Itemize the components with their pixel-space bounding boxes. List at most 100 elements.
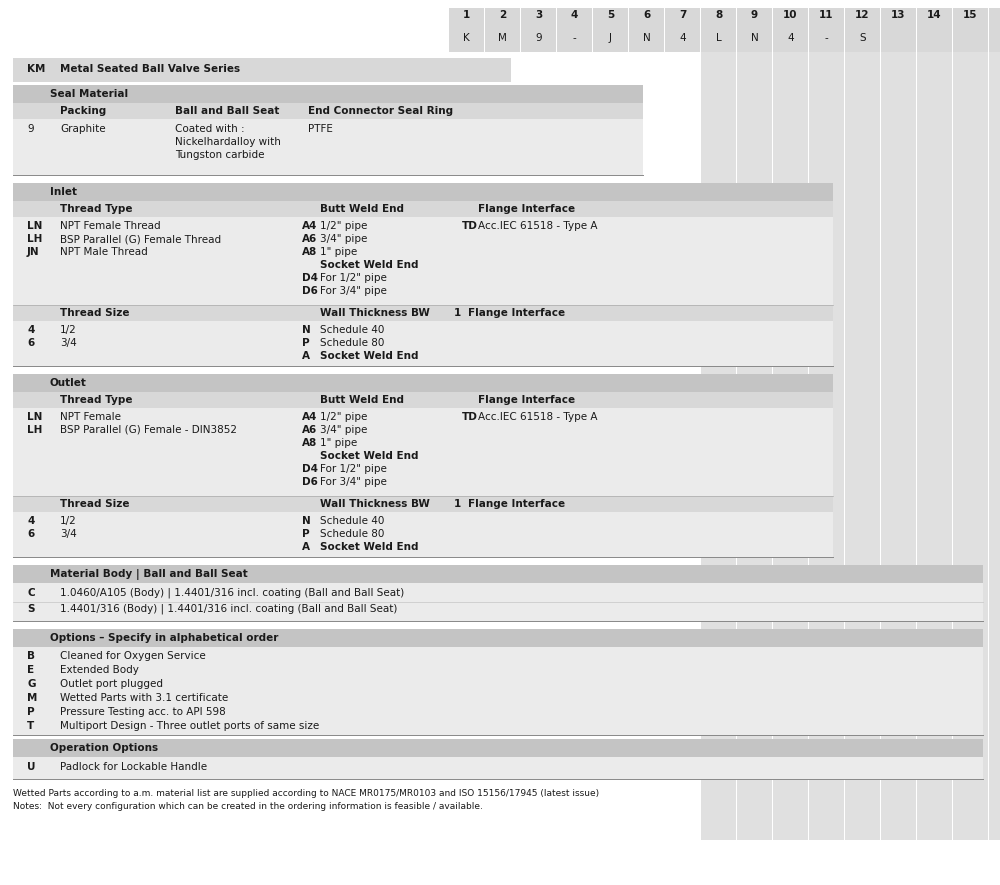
Bar [13,496,833,512]
Text: A4: A4 [302,412,317,422]
Text: G: G [27,679,36,689]
Text: Thread Type: Thread Type [60,395,132,405]
Text: D4: D4 [302,464,318,474]
Text: 12: 12 [855,10,870,20]
Text: A: A [302,542,310,552]
Text: 3/4" pipe: 3/4" pipe [320,234,367,244]
Text: J: J [609,33,612,43]
Text: For 3/4" pipe: For 3/4" pipe [320,477,387,487]
Text: LN: LN [27,221,42,231]
Bar [13,217,833,305]
Text: Outlet port plugged: Outlet port plugged [60,679,163,689]
Text: Schedule 40: Schedule 40 [320,516,384,526]
Text: A6: A6 [302,234,317,244]
Bar [737,8,772,30]
Bar [881,8,916,30]
Text: A4: A4 [302,221,317,231]
Text: BSP Parallel (G) Female Thread: BSP Parallel (G) Female Thread [60,234,221,244]
Bar [773,52,808,840]
Text: Socket Weld End: Socket Weld End [320,542,418,552]
Text: End Connector Seal Ring: End Connector Seal Ring [308,106,453,116]
Text: Metal Seated Ball Valve Series: Metal Seated Ball Valve Series [60,64,240,74]
Bar [809,8,844,30]
Bar [809,30,844,52]
Bar [485,8,520,30]
Text: N: N [751,33,758,43]
Text: Socket Weld End: Socket Weld End [320,260,418,270]
Bar [13,392,833,408]
Bar [845,52,880,779]
Text: D4: D4 [302,273,318,283]
Bar [449,8,484,30]
Text: S: S [27,604,34,614]
Text: Seal Material: Seal Material [50,89,128,99]
Text: M: M [498,33,507,43]
Text: 1: 1 [454,308,461,318]
Text: 6: 6 [27,338,34,348]
Bar [13,103,643,119]
Text: Wetted Parts with 3.1 certificate: Wetted Parts with 3.1 certificate [60,693,228,703]
Text: PTFE: PTFE [308,124,333,134]
Bar [13,739,983,757]
Text: -: - [573,33,576,43]
Bar [701,52,736,840]
Text: 2: 2 [499,10,506,20]
Text: Butt Weld End: Butt Weld End [320,395,404,405]
Bar [485,30,520,52]
Bar [13,647,983,735]
Text: 13: 13 [891,10,906,20]
Text: 1/2" pipe: 1/2" pipe [320,412,367,422]
Bar [917,8,952,30]
Text: N: N [302,325,311,335]
Text: A6: A6 [302,425,317,435]
Text: Acc.IEC 61518 - Type A: Acc.IEC 61518 - Type A [478,412,598,422]
Text: C: C [27,588,35,598]
Text: A8: A8 [302,247,317,257]
Text: D6: D6 [302,477,318,487]
Text: Multiport Design - Three outlet ports of same size: Multiport Design - Three outlet ports of… [60,721,319,731]
Text: Schedule 80: Schedule 80 [320,529,384,539]
Text: 3/4: 3/4 [60,529,77,539]
Bar [773,8,808,30]
Text: Notes:  Not every configuration which can be created in the ordering information: Notes: Not every configuration which can… [13,802,483,811]
Text: 4: 4 [571,10,578,20]
Bar [13,119,643,175]
Text: LH: LH [27,425,42,435]
Bar [701,52,736,779]
Text: Material Body | Ball and Ball Seat: Material Body | Ball and Ball Seat [50,569,248,580]
Text: 3: 3 [535,10,542,20]
Bar [881,52,916,779]
Bar [737,52,772,779]
Text: N: N [643,33,650,43]
Bar [917,52,952,840]
Text: 1: 1 [454,499,461,509]
Text: D6: D6 [302,286,318,296]
Text: Flange Interface: Flange Interface [468,308,565,318]
Bar [13,85,643,103]
Bar [809,52,844,840]
Text: KM: KM [27,64,45,74]
Bar [737,52,772,840]
Bar [593,8,628,30]
Bar [845,30,880,52]
Bar [629,30,664,52]
Text: Padlock for Lockable Handle: Padlock for Lockable Handle [60,762,207,772]
Text: 4: 4 [787,33,794,43]
Text: Thread Size: Thread Size [60,308,130,318]
Text: P: P [302,529,310,539]
Text: 15: 15 [963,10,978,20]
Text: 11: 11 [819,10,834,20]
Text: 4: 4 [27,516,34,526]
Text: Flange Interface: Flange Interface [478,395,575,405]
Bar [953,52,988,840]
Text: Thread Size: Thread Size [60,499,130,509]
Bar [989,52,1000,779]
Text: 1" pipe: 1" pipe [320,247,357,257]
Bar [13,321,833,366]
Text: 1/2: 1/2 [60,325,77,335]
Bar [13,305,833,321]
Text: 1" pipe: 1" pipe [320,438,357,448]
Bar [13,374,833,392]
Text: NPT Female: NPT Female [60,412,121,422]
Text: Acc.IEC 61518 - Type A: Acc.IEC 61518 - Type A [478,221,598,231]
